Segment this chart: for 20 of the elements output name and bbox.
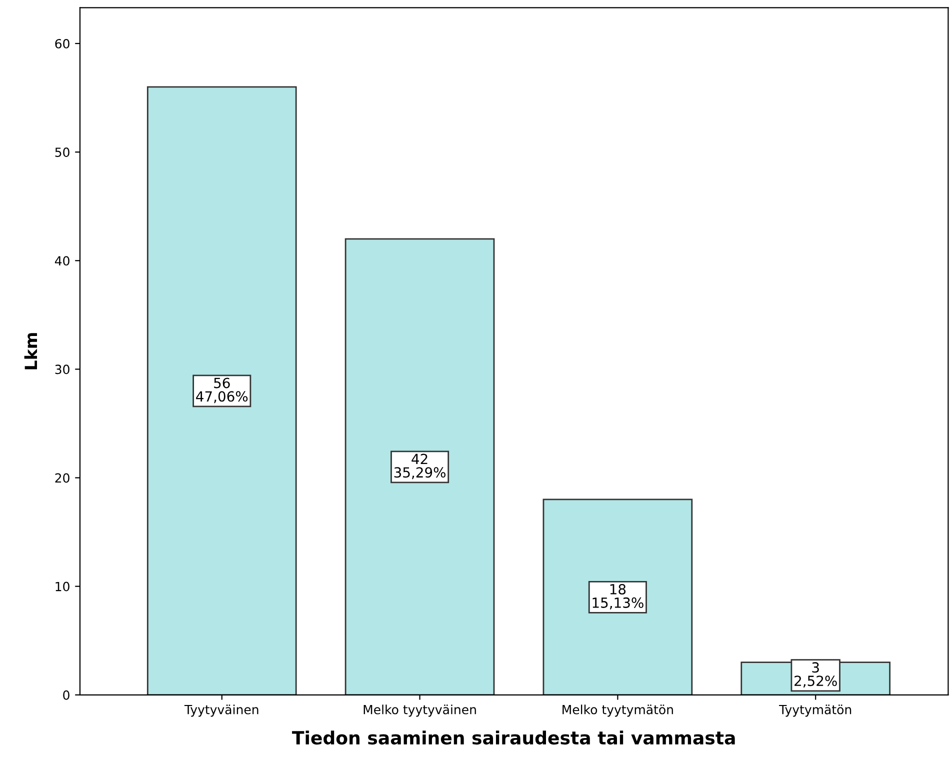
y-tick-label: 50 — [55, 148, 70, 157]
x-tick-label: Melko tyytyväinen — [364, 704, 476, 717]
y-tick-label: 10 — [56, 582, 70, 592]
x-tick-label: Tyytymätön — [779, 704, 852, 717]
data-label: 3 2,52% — [794, 662, 837, 688]
y-tick-label: 30 — [55, 364, 70, 374]
bar — [542, 498, 693, 695]
x-tick-label: Melko tyytymätön — [562, 704, 673, 717]
y-tick-label: 20 — [55, 473, 70, 483]
y-tick-label: 60 — [55, 38, 70, 48]
data-label: 42 35,29% — [394, 454, 446, 480]
y-tick-label: 0 — [63, 690, 70, 700]
data-label: 56 47,06% — [196, 378, 248, 404]
y-tick-label: 40 — [54, 256, 70, 266]
data-label: 18 15,13% — [592, 584, 644, 610]
bar — [344, 238, 495, 695]
bar — [146, 86, 297, 695]
x-axis-title: Tiedon saaminen sairaudesta tai vammasta — [292, 730, 735, 745]
x-tick-label: Tyytyväinen — [184, 704, 258, 717]
y-axis-title: Lkm — [24, 333, 37, 370]
